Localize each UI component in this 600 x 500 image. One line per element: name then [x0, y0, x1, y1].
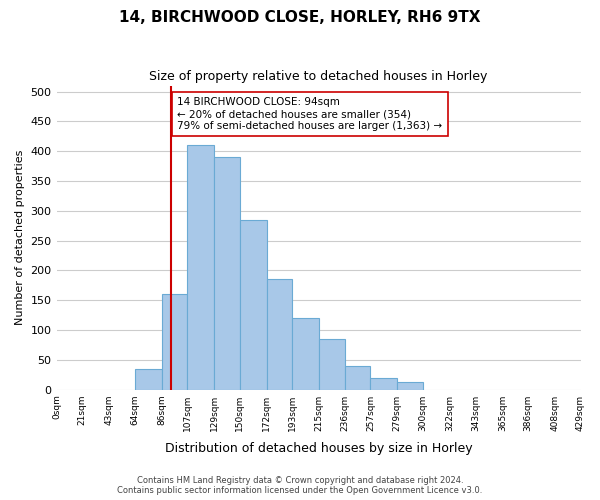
Text: Contains HM Land Registry data © Crown copyright and database right 2024.
Contai: Contains HM Land Registry data © Crown c… [118, 476, 482, 495]
Bar [370, 378, 397, 390]
Text: 14 BIRCHWOOD CLOSE: 94sqm
← 20% of detached houses are smaller (354)
79% of semi: 14 BIRCHWOOD CLOSE: 94sqm ← 20% of detac… [178, 98, 443, 130]
Title: Size of property relative to detached houses in Horley: Size of property relative to detached ho… [149, 70, 488, 83]
Bar [161, 294, 187, 390]
X-axis label: Distribution of detached houses by size in Horley: Distribution of detached houses by size … [165, 442, 472, 455]
Bar [135, 369, 161, 390]
Y-axis label: Number of detached properties: Number of detached properties [15, 150, 25, 326]
Bar [292, 318, 319, 390]
Text: 14, BIRCHWOOD CLOSE, HORLEY, RH6 9TX: 14, BIRCHWOOD CLOSE, HORLEY, RH6 9TX [119, 10, 481, 25]
Bar [319, 339, 345, 390]
Bar [397, 382, 423, 390]
Bar [240, 220, 266, 390]
Bar [266, 280, 292, 390]
Bar [345, 366, 370, 390]
Bar [214, 157, 240, 390]
Bar [187, 145, 214, 390]
